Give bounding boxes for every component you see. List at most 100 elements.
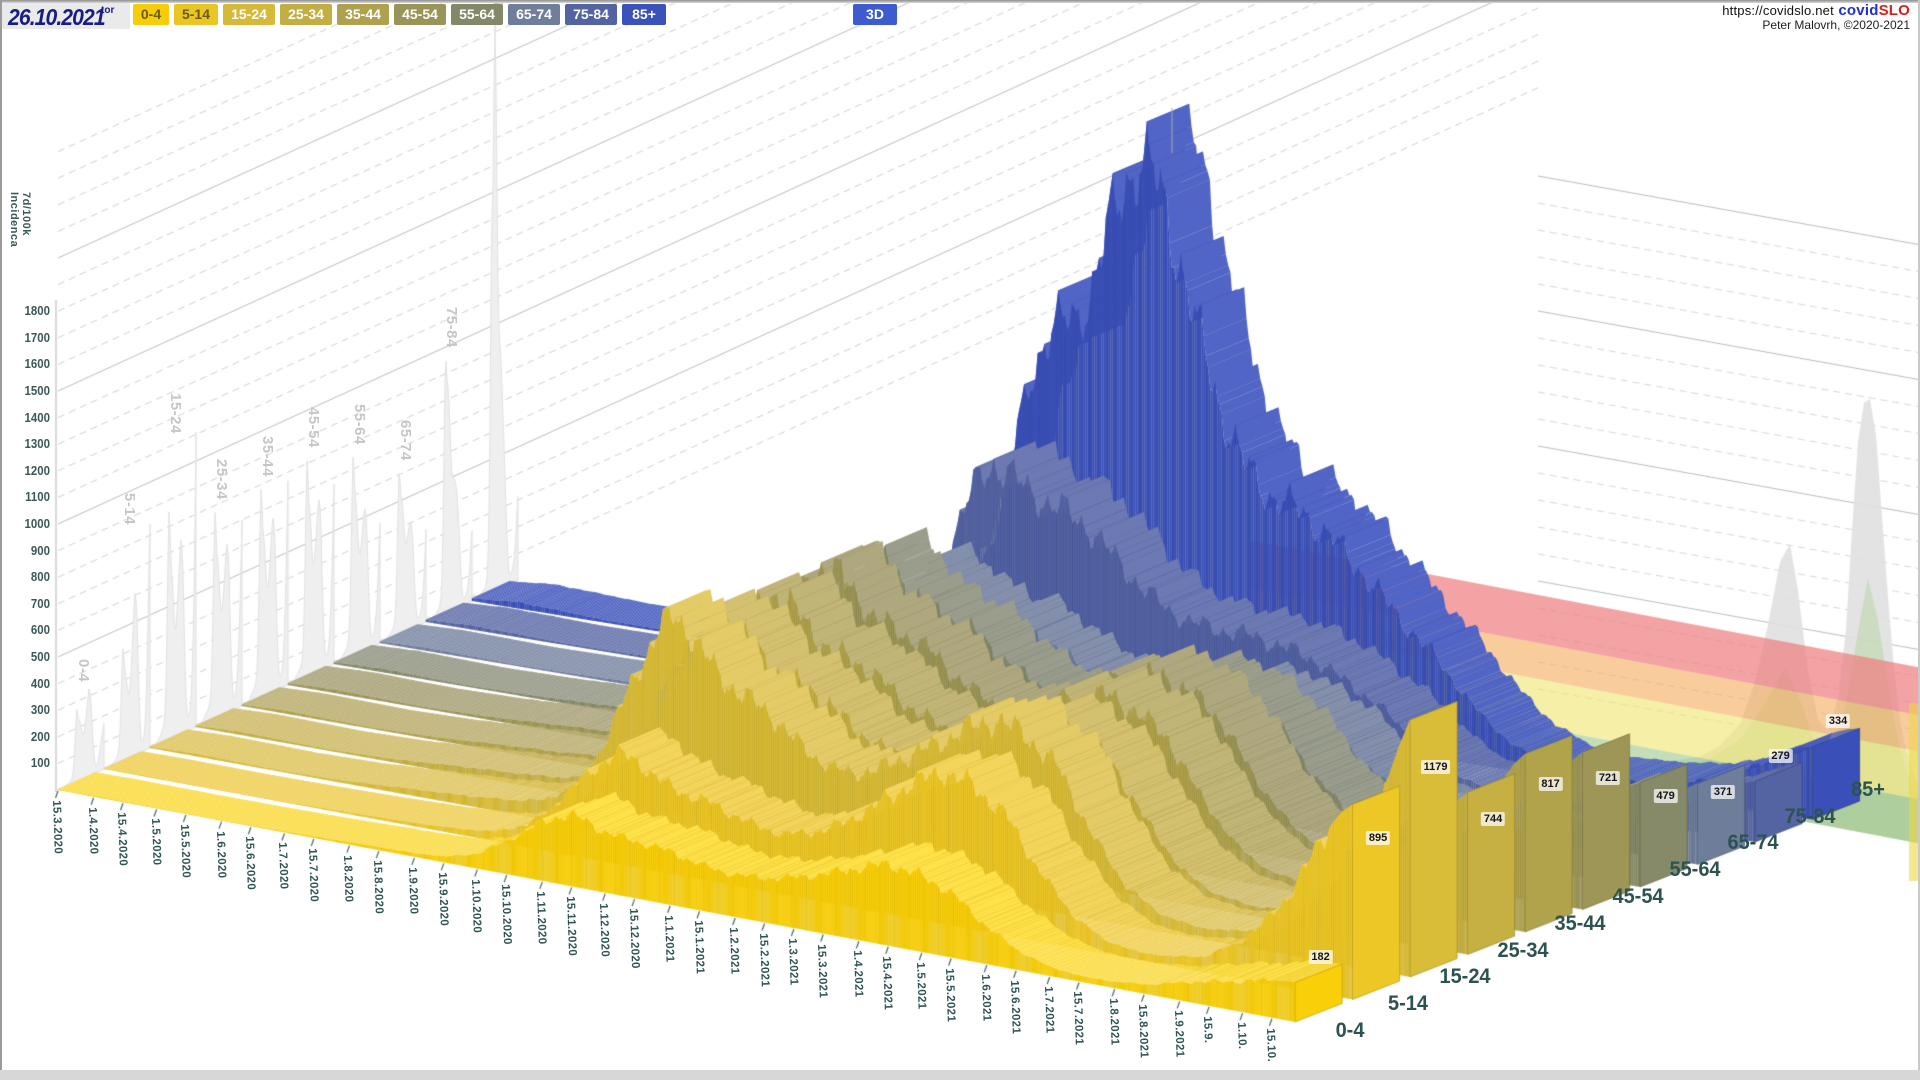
y-tick-label: 1800 <box>24 303 50 319</box>
y-tick-label: 800 <box>30 569 50 585</box>
x-tick-date-label: 1.9.2021 <box>1171 1010 1186 1058</box>
front-age-label: 5-14 <box>1387 992 1428 1016</box>
backwall-age-label: 75-84 <box>443 306 460 348</box>
age-filter-button[interactable]: 55-64 <box>451 4 503 25</box>
age-filter-button[interactable]: 0-4 <box>133 4 169 25</box>
age-filter-button[interactable]: 15-24 <box>223 4 275 25</box>
backwall-age-label: 65-74 <box>397 420 414 461</box>
y-tick-label: 700 <box>30 595 50 611</box>
x-tick-date-label: 15.4.2021 <box>880 955 895 1010</box>
y-axis-title: 7d/100k Incidenca <box>8 192 32 248</box>
header-bar: 26.10.2021 tor 0-4 5-14 15-24 25-34 35-44 45-… <box>0 3 1920 33</box>
y-tick-label: 1300 <box>24 436 50 452</box>
x-tick-date-label: 15.7.2020 <box>305 847 320 903</box>
x-tick-date-label: 1.7.2021 <box>1041 985 1056 1034</box>
front-age-label: 55-64 <box>1669 858 1721 882</box>
x-tick-date-label: 15.3.2020 <box>50 800 64 855</box>
x-tick-date-label: 15.11.2020 <box>563 896 578 957</box>
backwall-age-label: 45-54 <box>305 407 322 448</box>
x-tick-date-label: 1.5.2020 <box>148 818 163 867</box>
current-date: 26.10.2021 <box>8 4 106 30</box>
y-tick-label: 300 <box>30 702 50 718</box>
current-value-label: 1179 <box>1420 760 1451 775</box>
backwall-age-label: 35-44 <box>259 435 276 477</box>
x-tick-date-label: 1.8.2021 <box>1106 998 1121 1046</box>
x-tick-date-label: 15.8.2021 <box>1136 1003 1150 1058</box>
x-tick-date-label: 15.10. <box>1263 1027 1278 1062</box>
x-tick-date-label: 1.1.2021 <box>662 914 676 963</box>
x-tick-date-label: 1.10. <box>1234 1022 1248 1050</box>
x-tick-date-label: 1.4.2020 <box>85 806 100 855</box>
x-tick-date-label: 1.5.2021 <box>913 962 928 1010</box>
x-tick-date-label: 1.2.2021 <box>727 927 741 975</box>
front-age-label: 15-24 <box>1439 965 1491 989</box>
front-age-label: 35-44 <box>1554 911 1606 935</box>
y-tick-label: 100 <box>30 755 50 771</box>
current-value-label: 371 <box>1710 785 1736 800</box>
window-bottom-border <box>0 1070 1920 1080</box>
y-tick-label: 1600 <box>24 356 50 372</box>
current-value-label: 895 <box>1365 831 1391 846</box>
backwall-age-label: 55-64 <box>351 403 368 445</box>
age-filter-button[interactable]: 25-34 <box>280 4 332 25</box>
front-age-label: 25-34 <box>1496 938 1549 962</box>
front-age-label: 0-4 <box>1335 1019 1365 1042</box>
x-tick-date-label: 1.9.2020 <box>406 866 421 915</box>
y-tick-label: 900 <box>30 542 50 558</box>
current-value-label: 744 <box>1480 811 1506 826</box>
age-filter-button[interactable]: 35-44 <box>337 4 389 25</box>
age-filter-button[interactable]: 75-84 <box>565 4 617 25</box>
x-tick-date-label: 15.5.2021 <box>943 967 958 1022</box>
x-tick-date-label: 1.3.2021 <box>785 938 800 986</box>
x-tick-date-label: 1.6.2021 <box>978 974 993 1022</box>
x-tick-date-label: 1.8.2020 <box>341 854 356 903</box>
mode-3d-button[interactable]: 3D <box>853 4 897 25</box>
current-value-label: 721 <box>1595 770 1621 785</box>
x-tick-date-label: 15.7.2021 <box>1071 991 1085 1046</box>
y-tick-label: 1100 <box>25 489 50 505</box>
current-value-label: 817 <box>1538 776 1563 791</box>
x-tick-date-label: 15.10.2020 <box>498 884 513 946</box>
age-filter-button[interactable]: 5-14 <box>174 4 218 25</box>
x-tick-date-label: 1.7.2020 <box>276 842 291 891</box>
window-right-border <box>1918 0 1920 1080</box>
brand-logo: covidSLO <box>1838 2 1910 19</box>
current-value-label: 479 <box>1653 789 1678 804</box>
y-tick-label: 1500 <box>24 383 50 398</box>
age-filter-button[interactable]: 65-74 <box>508 4 560 25</box>
y-tick-label: 200 <box>30 728 50 744</box>
x-tick-date-label: 1.11.2020 <box>534 890 549 945</box>
date-chip <box>2 3 130 29</box>
front-age-label: 75-84 <box>1784 804 1836 828</box>
author-credit: Peter Malovrh, ©2020-2021 <box>1762 18 1910 32</box>
x-tick-date-label: 15.6.2020 <box>242 836 257 891</box>
x-tick-date-label: 1.10.2020 <box>469 878 484 933</box>
y-tick-label: 400 <box>30 675 50 691</box>
x-tick-date-label: 1.6.2020 <box>213 830 228 879</box>
window-left-border <box>0 0 2 1080</box>
x-tick-date-label: 15.9. <box>1201 1015 1214 1044</box>
current-value-label: 182 <box>1308 950 1333 965</box>
x-tick-date-label: 15.9.2020 <box>435 872 450 927</box>
age-filter-button[interactable]: 85+ <box>622 4 666 25</box>
backwall-age-label: 5-14 <box>121 493 138 526</box>
x-tick-date-label: 1.12.2020 <box>597 902 612 957</box>
backwall-age-label: 15-24 <box>167 392 184 434</box>
x-tick-date-label: 1.4.2021 <box>850 950 865 998</box>
weekday-label: tor <box>101 5 115 16</box>
x-tick-date-label: 15.3.2021 <box>815 943 830 998</box>
x-tick-date-label: 15.5.2020 <box>177 823 192 879</box>
y-tick-label: 1700 <box>24 329 50 345</box>
x-tick-date-label: 15.8.2020 <box>370 860 385 915</box>
y-tick-label: 500 <box>30 649 50 664</box>
backwall-age-label: 0-4 <box>75 659 92 683</box>
site-url-link[interactable]: https://covidslo.net <box>1722 3 1834 18</box>
front-age-label: 65-74 <box>1726 831 1779 855</box>
current-value-label: 334 <box>1825 714 1851 729</box>
x-tick-date-label: 15.2.2021 <box>756 932 771 987</box>
current-value-label: 279 <box>1768 748 1793 763</box>
age-filter-button[interactable]: 45-54 <box>394 4 446 25</box>
backwall-age-label: 25-34 <box>213 459 230 500</box>
